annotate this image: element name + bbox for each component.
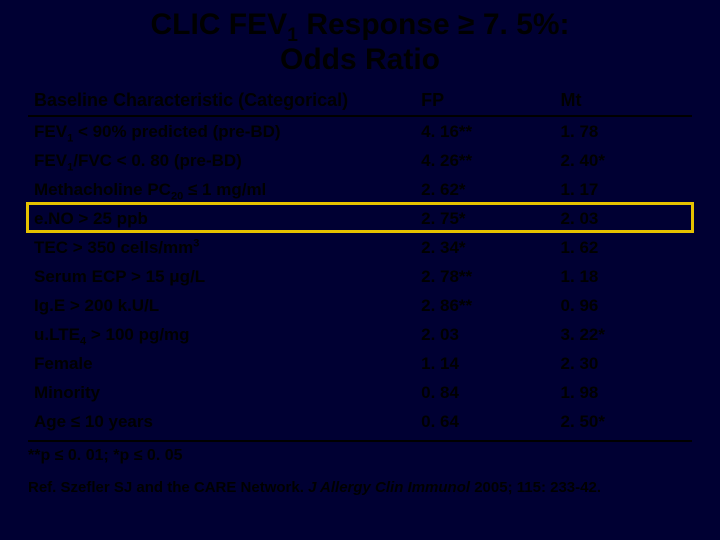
cell-fp: 2. 75* (413, 204, 552, 233)
significance-footnote: **p ≤ 0. 01; *p ≤ 0. 05 (28, 440, 692, 465)
cell-fp: 0. 64 (413, 407, 552, 436)
cell-fp: 2. 03 (413, 320, 552, 349)
cell-mt: 1. 17 (553, 175, 692, 204)
cell-fp: 2. 62* (413, 175, 552, 204)
table-row: FEV1/FVC < 0. 80 (pre-BD)4. 26**2. 40* (28, 146, 692, 175)
table-header-row: Baseline Characteristic (Categorical) FP… (28, 85, 692, 116)
cell-characteristic: e.NO > 25 ppb (28, 204, 413, 233)
col-header-characteristic: Baseline Characteristic (Categorical) (28, 85, 413, 116)
table-row: Ig.E > 200 k.U/L2. 86**0. 96 (28, 291, 692, 320)
cell-characteristic: Age ≤ 10 years (28, 407, 413, 436)
cell-mt: 2. 40* (553, 146, 692, 175)
cell-characteristic: FEV1 < 90% predicted (pre-BD) (28, 116, 413, 146)
cell-mt: 2. 30 (553, 349, 692, 378)
cell-characteristic: Methacholine PC20 ≤ 1 mg/ml (28, 175, 413, 204)
col-header-fp: FP (413, 85, 552, 116)
reference-prefix: Ref. Szefler SJ and the CARE Network. (28, 479, 308, 496)
cell-characteristic: Minority (28, 378, 413, 407)
cell-characteristic: Female (28, 349, 413, 378)
table-row: TEC > 350 cells/mm32. 34*1. 62 (28, 233, 692, 262)
cell-characteristic: TEC > 350 cells/mm3 (28, 233, 413, 262)
cell-mt: 1. 62 (553, 233, 692, 262)
reference-suffix: 2005; 115: 233-42. (474, 479, 601, 496)
cell-fp: 4. 16** (413, 116, 552, 146)
cell-characteristic: Ig.E > 200 k.U/L (28, 291, 413, 320)
cell-mt: 1. 78 (553, 116, 692, 146)
reference-journal: J Allergy Clin Immunol (308, 479, 474, 496)
cell-mt: 1. 98 (553, 378, 692, 407)
table-row: Minority0. 841. 98 (28, 378, 692, 407)
cell-fp: 2. 86** (413, 291, 552, 320)
slide-title: CLIC FEV1 Response ≥ 7. 5%: Odds Ratio (28, 8, 692, 77)
cell-mt: 3. 22* (553, 320, 692, 349)
table-row: Serum ECP > 15 μg/L2. 78**1. 18 (28, 262, 692, 291)
title-line-2: Odds Ratio (68, 43, 652, 78)
table-body: FEV1 < 90% predicted (pre-BD)4. 16**1. 7… (28, 116, 692, 436)
table-row: u.LTE4 > 100 pg/mg2. 033. 22* (28, 320, 692, 349)
title-line-1: CLIC FEV1 Response ≥ 7. 5%: (68, 8, 652, 43)
cell-fp: 2. 78** (413, 262, 552, 291)
col-header-mt: Mt (553, 85, 692, 116)
reference-citation: Ref. Szefler SJ and the CARE Network. J … (28, 479, 692, 496)
cell-mt: 0. 96 (553, 291, 692, 320)
cell-characteristic: u.LTE4 > 100 pg/mg (28, 320, 413, 349)
cell-fp: 0. 84 (413, 378, 552, 407)
table-row: e.NO > 25 ppb2. 75*2. 03 (28, 204, 692, 233)
cell-mt: 2. 50* (553, 407, 692, 436)
cell-mt: 2. 03 (553, 204, 692, 233)
table-row: Female1. 142. 30 (28, 349, 692, 378)
cell-fp: 4. 26** (413, 146, 552, 175)
table-row: FEV1 < 90% predicted (pre-BD)4. 16**1. 7… (28, 116, 692, 146)
cell-fp: 2. 34* (413, 233, 552, 262)
slide: CLIC FEV1 Response ≥ 7. 5%: Odds Ratio B… (0, 0, 720, 540)
cell-fp: 1. 14 (413, 349, 552, 378)
table-row: Age ≤ 10 years0. 642. 50* (28, 407, 692, 436)
cell-mt: 1. 18 (553, 262, 692, 291)
cell-characteristic: FEV1/FVC < 0. 80 (pre-BD) (28, 146, 413, 175)
cell-characteristic: Serum ECP > 15 μg/L (28, 262, 413, 291)
table-row: Methacholine PC20 ≤ 1 mg/ml2. 62*1. 17 (28, 175, 692, 204)
odds-ratio-table: Baseline Characteristic (Categorical) FP… (28, 85, 692, 436)
